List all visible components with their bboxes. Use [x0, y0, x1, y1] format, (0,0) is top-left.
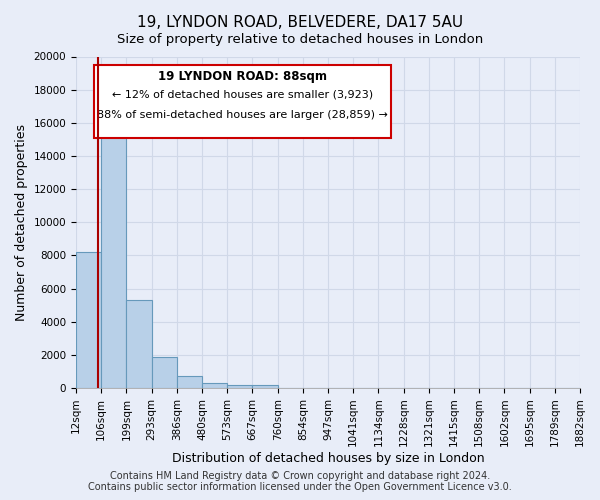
- Bar: [177, 376, 202, 388]
- FancyBboxPatch shape: [94, 65, 391, 138]
- Text: ← 12% of detached houses are smaller (3,923): ← 12% of detached houses are smaller (3,…: [112, 90, 373, 100]
- Bar: [101, 113, 127, 388]
- Text: 88% of semi-detached houses are larger (28,859) →: 88% of semi-detached houses are larger (…: [97, 110, 388, 120]
- Bar: [152, 358, 177, 388]
- Bar: [253, 386, 278, 388]
- Bar: [127, 300, 152, 388]
- Bar: [76, 252, 101, 388]
- Text: 19, LYNDON ROAD, BELVEDERE, DA17 5AU: 19, LYNDON ROAD, BELVEDERE, DA17 5AU: [137, 15, 463, 30]
- Text: 19 LYNDON ROAD: 88sqm: 19 LYNDON ROAD: 88sqm: [158, 70, 327, 83]
- X-axis label: Distribution of detached houses by size in London: Distribution of detached houses by size …: [172, 452, 484, 465]
- Text: Contains HM Land Registry data © Crown copyright and database right 2024.
Contai: Contains HM Land Registry data © Crown c…: [88, 471, 512, 492]
- Bar: [202, 383, 227, 388]
- Text: Size of property relative to detached houses in London: Size of property relative to detached ho…: [117, 32, 483, 46]
- Y-axis label: Number of detached properties: Number of detached properties: [15, 124, 28, 320]
- Bar: [227, 384, 253, 388]
